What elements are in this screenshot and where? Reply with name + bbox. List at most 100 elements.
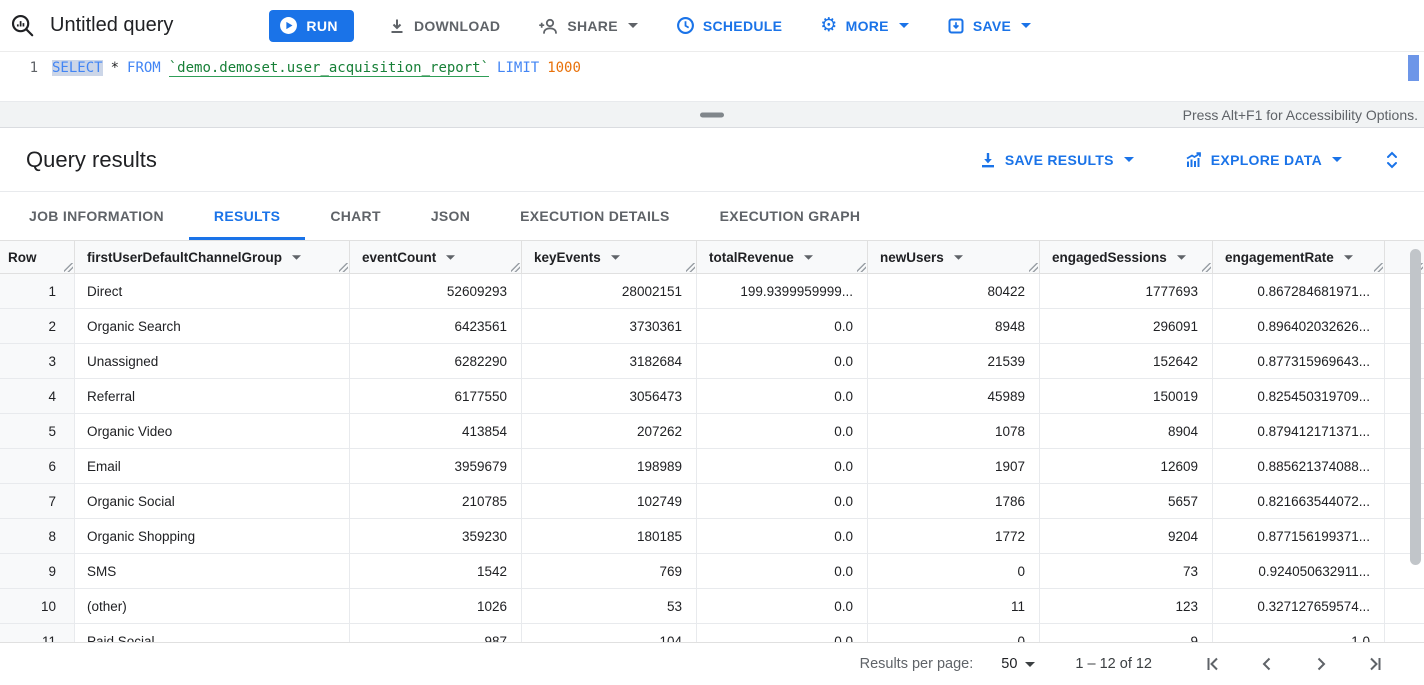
table-row: 3 Unassigned 6282290 3182684 0.0 21539 152642 0…: [0, 344, 1424, 379]
row-number-cell: 1: [0, 274, 75, 308]
column-resize-handle[interactable]: [64, 263, 73, 272]
save-label: SAVE: [972, 17, 1012, 34]
cell: 769: [522, 554, 697, 588]
share-button[interactable]: SHARE: [530, 8, 646, 44]
splitter-drag-handle[interactable]: [700, 112, 724, 117]
more-button[interactable]: ⚙ MORE: [812, 8, 917, 44]
column-resize-handle[interactable]: [1029, 263, 1038, 272]
cell: 150019: [1040, 379, 1213, 413]
column-label: engagementRate: [1225, 249, 1334, 265]
column-resize-handle[interactable]: [511, 263, 520, 272]
sql-code-line[interactable]: SELECT * FROM `demo.demoset.user_acquisi…: [52, 52, 581, 101]
cell: Paid Social: [75, 624, 350, 642]
column-menu-icon[interactable]: [953, 254, 963, 260]
save-results-icon: [979, 151, 997, 169]
cell: 11: [868, 589, 1040, 623]
vertical-scrollbar[interactable]: [1410, 245, 1421, 640]
cell: 0.0: [697, 344, 868, 378]
previous-page-button[interactable]: [1240, 650, 1294, 678]
expand-collapse-panel-icon[interactable]: [1384, 149, 1400, 171]
cell: 104: [522, 624, 697, 642]
column-header-engagementRate[interactable]: engagementRate: [1213, 241, 1385, 273]
query-title: Untitled query: [50, 14, 174, 36]
tab-job-information[interactable]: JOB INFORMATION: [29, 208, 164, 224]
row-number-cell: 11: [0, 624, 75, 642]
table-header-row: Row firstUserDefaultChannelGroup eventCoun…: [0, 241, 1424, 274]
cell: 0.825450319709...: [1213, 379, 1385, 413]
results-tabs: JOB INFORMATION RESULTS CHART JSON EXECUTION…: [0, 192, 1424, 241]
sql-number-literal: 1000: [547, 60, 581, 76]
line-number: 1: [29, 60, 38, 76]
chevron-down-icon: [1025, 661, 1036, 667]
column-header-firstUserDefaultChannelGroup[interactable]: firstUserDefaultChannelGroup: [75, 241, 350, 273]
first-page-button[interactable]: [1186, 650, 1240, 678]
column-header-newUsers[interactable]: newUsers: [868, 241, 1040, 273]
save-results-button[interactable]: SAVE RESULTS: [971, 142, 1142, 178]
tab-json[interactable]: JSON: [430, 208, 471, 224]
chevron-down-icon: [627, 23, 638, 28]
cell: 3056473: [522, 379, 697, 413]
scrollbar-thumb[interactable]: [1410, 249, 1421, 565]
tab-execution-details[interactable]: EXECUTION DETAILS: [520, 208, 670, 224]
cell: 8904: [1040, 414, 1213, 448]
next-page-button[interactable]: [1294, 650, 1348, 678]
page-range-label: 1 – 12 of 12: [1075, 656, 1152, 672]
column-resize-handle[interactable]: [1374, 263, 1383, 272]
tab-execution-graph[interactable]: EXECUTION GRAPH: [719, 208, 861, 224]
column-label: newUsers: [880, 249, 944, 265]
column-resize-handle[interactable]: [857, 263, 866, 272]
column-label: totalRevenue: [709, 249, 794, 265]
column-menu-icon[interactable]: [446, 254, 456, 260]
cell: 0.867284681971...: [1213, 274, 1385, 308]
cell: 1907: [868, 449, 1040, 483]
cell: 45989: [868, 379, 1040, 413]
editor-scrollbar[interactable]: [1408, 55, 1419, 81]
save-results-label: SAVE RESULTS: [1004, 151, 1114, 168]
column-menu-icon[interactable]: [803, 254, 813, 260]
gear-icon: ⚙: [820, 14, 838, 36]
column-header-Row[interactable]: Row: [0, 241, 75, 273]
column-menu-icon[interactable]: [1343, 254, 1353, 260]
more-label: MORE: [845, 17, 889, 34]
column-header-engagedSessions[interactable]: engagedSessions: [1040, 241, 1213, 273]
column-menu-icon[interactable]: [610, 254, 620, 260]
column-resize-handle[interactable]: [339, 263, 348, 272]
share-label: SHARE: [567, 17, 618, 34]
sql-table-reference[interactable]: `demo.demoset.user_acquisition_report`: [168, 60, 490, 77]
column-header-keyEvents[interactable]: keyEvents: [522, 241, 697, 273]
column-resize-handle[interactable]: [1202, 263, 1211, 272]
table-row: 11 Paid Social 987 104 0.0 0 9 1.0: [0, 624, 1424, 642]
tab-chart[interactable]: CHART: [330, 208, 381, 224]
column-header-eventCount[interactable]: eventCount: [350, 241, 522, 273]
cell: 199.9399959999...: [697, 274, 868, 308]
schedule-button[interactable]: SCHEDULE: [668, 8, 790, 44]
page-size-select[interactable]: 50: [1001, 656, 1036, 672]
play-circle-icon: [279, 16, 298, 35]
cell: 359230: [350, 519, 522, 553]
sql-star: *: [110, 60, 120, 76]
sql-editor[interactable]: 1 SELECT * FROM `demo.demoset.user_acqui…: [0, 52, 1424, 101]
cell: 0.0: [697, 309, 868, 343]
column-menu-icon[interactable]: [1176, 254, 1186, 260]
run-label: RUN: [306, 17, 338, 34]
column-menu-icon[interactable]: [292, 254, 302, 260]
cell: 1772: [868, 519, 1040, 553]
table-row: 6 Email 3959679 198989 0.0 1907 12609 0.8856213…: [0, 449, 1424, 484]
column-resize-handle[interactable]: [686, 263, 695, 272]
column-header-totalRevenue[interactable]: totalRevenue: [697, 241, 868, 273]
explore-data-button[interactable]: EXPLORE DATA: [1176, 142, 1350, 178]
save-button[interactable]: SAVE: [939, 8, 1039, 44]
row-number-cell: 5: [0, 414, 75, 448]
last-page-button[interactable]: [1348, 650, 1402, 678]
tab-results[interactable]: RESULTS: [188, 192, 306, 240]
cell: 0.0: [697, 449, 868, 483]
row-number-cell: 6: [0, 449, 75, 483]
chevron-down-icon: [1021, 23, 1032, 28]
cell: (other): [75, 589, 350, 623]
cell: 3182684: [522, 344, 697, 378]
cell: Organic Search: [75, 309, 350, 343]
run-button[interactable]: RUN: [269, 9, 354, 42]
table-row: 9 SMS 1542 769 0.0 0 73 0.924050632911...: [0, 554, 1424, 589]
cell: 3730361: [522, 309, 697, 343]
download-button[interactable]: DOWNLOAD: [380, 8, 508, 44]
